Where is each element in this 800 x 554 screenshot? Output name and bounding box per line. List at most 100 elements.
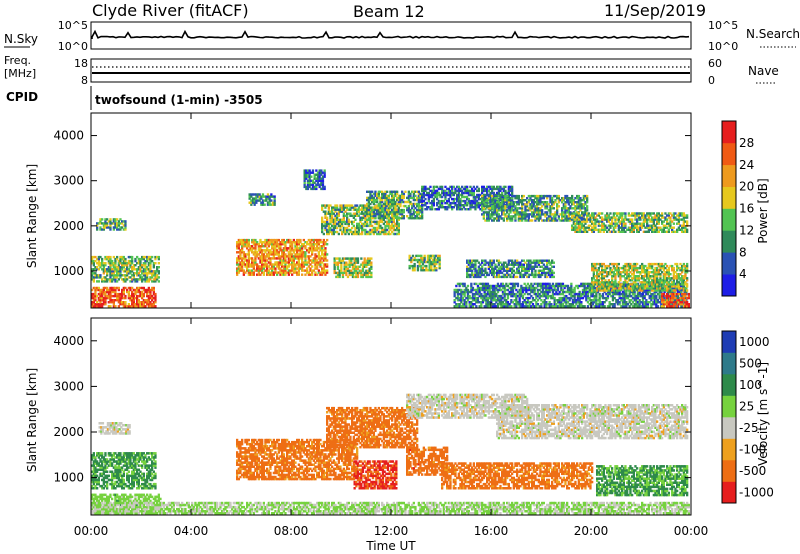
data-cell: [342, 220, 345, 224]
data-cell: [472, 273, 475, 277]
data-cell: [111, 272, 114, 275]
data-cell: [575, 303, 578, 306]
data-cell: [287, 263, 290, 266]
data-cell: [149, 270, 152, 273]
data-cell: [246, 259, 249, 262]
data-cell: [361, 265, 365, 268]
data-cell: [268, 203, 271, 206]
data-cell: [369, 202, 372, 206]
data-cell: [503, 296, 506, 300]
data-cell: [460, 290, 463, 294]
data-cell: [464, 187, 467, 191]
data-cell: [451, 191, 454, 195]
data-cell: [496, 275, 499, 279]
data-cell: [124, 270, 127, 273]
data-cell: [151, 286, 154, 290]
data-cell: [416, 213, 419, 216]
data-cell: [517, 271, 520, 275]
data-cell: [332, 226, 335, 230]
data-cell: [521, 194, 524, 198]
data-cell: [520, 303, 523, 306]
data-cell: [326, 243, 329, 246]
data-cell: [483, 288, 486, 292]
data-cell: [253, 197, 256, 200]
data-cell: [505, 299, 508, 302]
data-cell: [310, 187, 313, 191]
data-cell: [154, 257, 157, 261]
data-cell: [324, 259, 327, 262]
data-cell: [475, 292, 478, 296]
data-cell: [510, 290, 513, 294]
data-cell: [422, 189, 425, 193]
data-cell: [146, 274, 149, 277]
data-cell: [104, 290, 107, 294]
data-cell: [409, 208, 412, 212]
data-cell: [461, 208, 464, 211]
data-cell: [137, 290, 140, 294]
data-cell: [99, 305, 102, 308]
data-cell: [294, 241, 297, 244]
data-cell: [142, 299, 145, 302]
data-cell: [324, 265, 327, 268]
data-cell: [521, 197, 524, 200]
data-cell: [277, 247, 280, 250]
data-cell: [279, 263, 282, 266]
data-cell: [437, 208, 440, 211]
data-cell: [356, 261, 360, 264]
data-cell: [254, 259, 257, 262]
data-cell: [236, 261, 239, 264]
data-cell: [287, 238, 290, 242]
data-cell: [467, 267, 470, 270]
data-cell: [469, 189, 472, 193]
data-cell: [364, 224, 367, 228]
data-cell: [540, 305, 543, 308]
data-cell: [484, 189, 487, 193]
data-cell: [452, 185, 455, 189]
data-cell: [534, 259, 537, 262]
data-cell: [534, 265, 537, 268]
data-cell: [340, 267, 343, 270]
data-cell: [131, 296, 134, 300]
data-cell: [287, 265, 290, 268]
data-cell: [312, 247, 315, 250]
data-cell: [332, 206, 335, 209]
data-cell: [360, 271, 363, 275]
data-cell: [411, 264, 415, 268]
data-cell: [436, 256, 440, 260]
data-cell: [580, 305, 583, 308]
data-cell: [499, 217, 502, 220]
data-cell: [119, 257, 122, 261]
data-cell: [492, 217, 495, 220]
data-cell: [308, 171, 311, 174]
data-cell: [369, 211, 372, 214]
data-cell: [247, 271, 250, 274]
data-cell: [279, 273, 282, 276]
data-cell: [318, 173, 321, 176]
data-cell: [264, 255, 267, 258]
data-cell: [134, 272, 137, 275]
data-cell: [605, 296, 608, 300]
data-cell: [109, 296, 112, 300]
data-cell: [595, 292, 598, 296]
data-cell: [309, 247, 312, 250]
data-cell: [541, 269, 544, 272]
data-cell: [305, 175, 308, 178]
data-cell: [501, 263, 504, 266]
data-cell: [486, 282, 490, 286]
data-cell: [377, 226, 380, 230]
data-cell: [122, 270, 125, 273]
data-cell: [476, 259, 479, 262]
data-cell: [296, 273, 299, 276]
data-cell: [314, 265, 317, 268]
data-cell: [248, 201, 251, 204]
data-cell: [341, 257, 345, 260]
data-cell: [107, 255, 110, 259]
data-cell: [421, 208, 424, 211]
data-cell: [112, 255, 115, 259]
data-cell: [396, 208, 399, 211]
data-cell: [236, 245, 239, 248]
data-cell: [391, 215, 394, 218]
data-cell: [425, 269, 428, 272]
data-cell: [486, 211, 489, 214]
data-cell: [311, 171, 315, 174]
